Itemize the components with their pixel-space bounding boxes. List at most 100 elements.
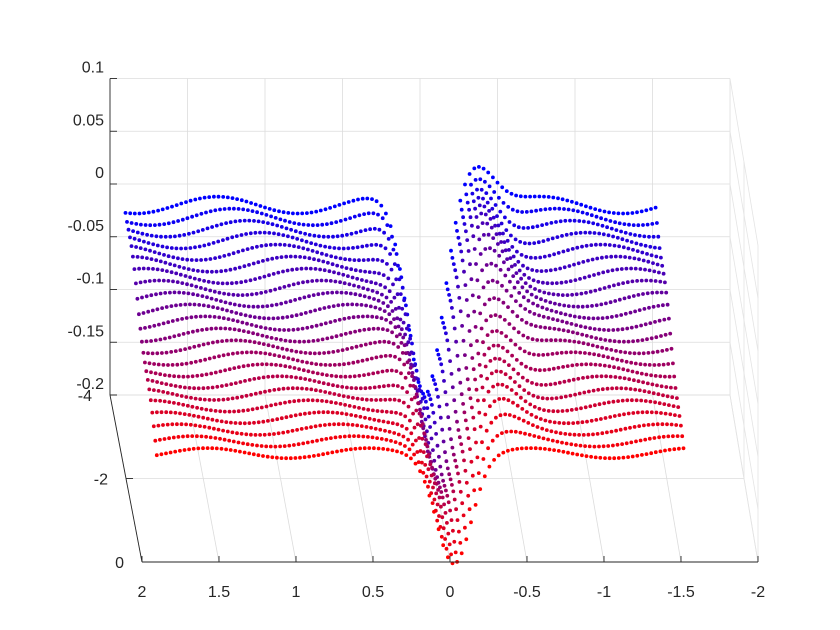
data-point xyxy=(212,289,217,294)
data-point xyxy=(384,211,388,216)
data-point xyxy=(195,405,200,410)
data-point xyxy=(193,396,198,401)
data-point xyxy=(279,255,284,259)
data-point xyxy=(299,266,304,271)
data-point xyxy=(570,292,574,297)
data-point xyxy=(202,195,207,200)
data-point xyxy=(562,207,566,211)
data-point xyxy=(261,220,266,225)
data-point xyxy=(514,193,518,198)
data-point xyxy=(561,328,566,333)
data-point xyxy=(128,211,133,216)
data-point xyxy=(452,398,457,403)
data-point xyxy=(622,222,627,227)
data-point xyxy=(371,257,375,262)
data-point xyxy=(534,295,539,300)
data-point xyxy=(406,404,411,409)
data-point xyxy=(246,304,251,309)
data-point xyxy=(181,402,186,407)
data-point xyxy=(628,425,632,430)
data-point xyxy=(300,359,305,364)
data-point xyxy=(591,432,595,437)
data-point xyxy=(596,271,601,276)
data-point xyxy=(649,207,653,211)
data-point xyxy=(581,433,586,437)
data-point xyxy=(509,264,514,269)
data-point xyxy=(560,234,564,238)
data-point xyxy=(223,368,228,373)
data-point xyxy=(478,311,483,316)
data-point xyxy=(163,260,168,265)
data-point xyxy=(590,304,594,308)
data-point xyxy=(235,431,239,436)
data-point xyxy=(238,449,242,454)
data-point xyxy=(222,207,227,211)
data-point xyxy=(551,409,556,414)
data-point xyxy=(407,371,411,375)
data-point xyxy=(643,399,648,403)
data-point xyxy=(175,318,180,322)
data-point xyxy=(284,374,289,379)
data-point xyxy=(567,264,572,268)
data-point xyxy=(420,396,425,401)
data-point xyxy=(310,279,315,283)
data-point xyxy=(221,316,226,321)
data-point xyxy=(651,350,655,355)
data-point xyxy=(427,393,431,397)
data-point xyxy=(268,288,273,293)
data-point xyxy=(589,454,593,459)
data-point xyxy=(586,258,590,263)
data-point xyxy=(200,328,205,332)
data-point xyxy=(199,406,204,411)
data-point xyxy=(526,335,530,340)
data-point xyxy=(487,184,492,189)
data-point xyxy=(557,421,562,425)
data-point xyxy=(628,387,633,391)
data-point xyxy=(166,363,170,367)
data-point xyxy=(457,435,462,440)
data-point xyxy=(221,353,226,358)
data-point xyxy=(219,269,224,274)
data-point xyxy=(609,429,614,434)
data-point xyxy=(268,444,273,449)
data-point xyxy=(159,381,164,385)
data-point xyxy=(392,397,397,402)
data-point xyxy=(467,507,472,512)
data-point xyxy=(397,305,401,310)
data-point xyxy=(188,422,193,427)
data-point xyxy=(307,256,312,261)
data-point xyxy=(387,312,392,317)
data-point xyxy=(513,263,517,267)
data-point xyxy=(621,245,626,250)
data-point xyxy=(367,295,372,300)
data-point xyxy=(249,392,254,397)
data-point xyxy=(457,296,462,300)
data-point xyxy=(339,333,344,337)
data-point xyxy=(509,191,514,196)
data-point xyxy=(554,396,559,400)
data-point xyxy=(201,386,206,391)
data-point xyxy=(233,448,238,453)
data-point xyxy=(629,266,633,271)
data-point xyxy=(203,314,208,319)
data-point xyxy=(578,277,582,281)
data-point xyxy=(548,207,552,211)
data-point xyxy=(242,264,247,269)
data-point xyxy=(538,368,542,373)
data-point xyxy=(123,211,128,215)
data-point xyxy=(538,446,543,451)
data-point xyxy=(573,392,577,397)
data-point xyxy=(601,354,606,359)
data-point xyxy=(324,278,329,283)
data-point xyxy=(334,220,339,225)
data-point xyxy=(211,241,216,245)
data-point xyxy=(616,399,620,403)
data-point xyxy=(381,447,386,451)
data-point xyxy=(501,300,506,305)
data-point xyxy=(612,365,616,370)
data-point xyxy=(636,379,641,384)
data-point xyxy=(357,406,361,410)
data-point xyxy=(270,303,274,308)
data-point xyxy=(374,355,379,360)
data-point xyxy=(196,414,201,419)
